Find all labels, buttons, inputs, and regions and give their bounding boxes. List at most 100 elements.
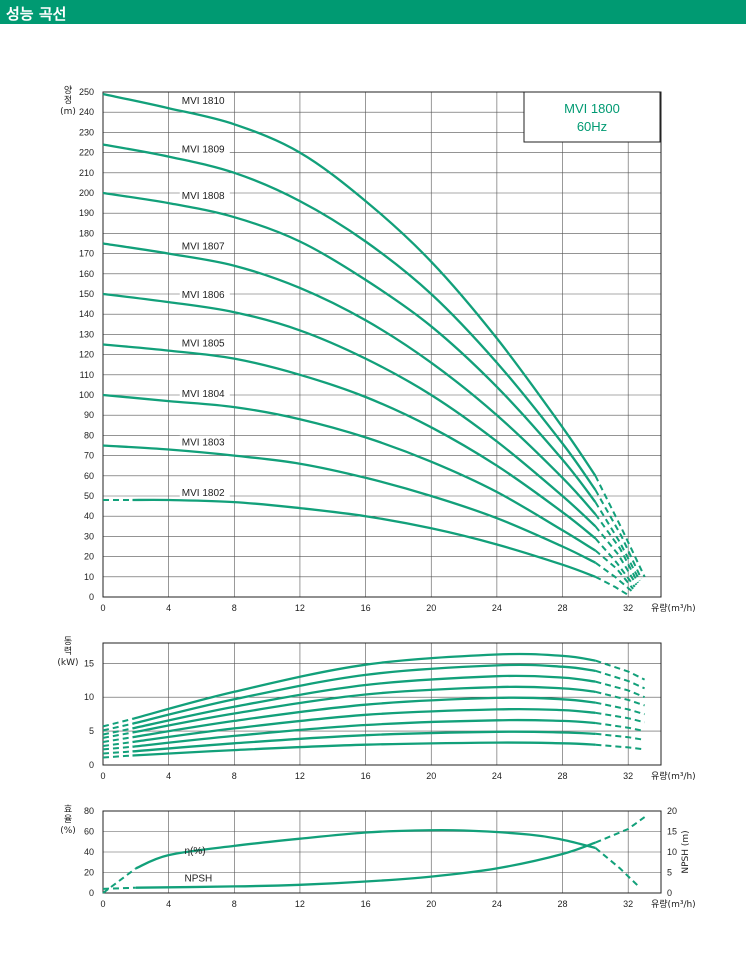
x-tick-label: 24	[492, 899, 502, 909]
y-tick-label: 130	[79, 329, 94, 339]
npsh-label: NPSH	[184, 874, 212, 885]
series-7-line	[102, 393, 596, 552]
chart-title-box	[523, 91, 661, 143]
series-label-bg	[179, 94, 230, 107]
y-tick-label: 90	[84, 410, 94, 420]
y-axis-unit: (m)	[60, 107, 76, 117]
series-1-dashed-end	[595, 659, 646, 681]
plot-frame	[102, 642, 662, 766]
series-6-line	[102, 343, 597, 540]
y-tick-label: 220	[79, 148, 94, 158]
efficiency-label: η(%)	[184, 846, 205, 857]
series-label-bg	[179, 288, 230, 301]
x-tick-label: 16	[361, 603, 371, 613]
efficiency-curve-dashed-end	[594, 847, 639, 887]
y-tick-label: 100	[79, 390, 94, 400]
series-5-dashed-start	[594, 525, 638, 586]
series-9-dashed-start	[102, 754, 133, 759]
y-axis-unit: (kW)	[57, 658, 78, 668]
y-tick-label: 80	[84, 806, 94, 816]
series-9-line	[132, 741, 596, 757]
y-tick-label: 30	[84, 531, 94, 541]
series-label-bg	[179, 239, 230, 252]
x-tick-label: 32	[623, 899, 633, 909]
series-5-line	[132, 696, 596, 739]
y-tick-label: 150	[79, 289, 94, 299]
x-tick-label: 12	[295, 603, 305, 613]
page-title: 성능 곡선	[6, 5, 67, 23]
y-tick-label: 110	[80, 370, 94, 380]
series-8-dashed-end	[595, 732, 645, 741]
series-label-bg	[179, 189, 230, 202]
series-3-line	[102, 191, 597, 503]
y-tick-label: 190	[79, 208, 94, 218]
x-tick-label: 32	[623, 771, 633, 781]
series-7-dashed-start	[594, 549, 634, 590]
x-tick-label: 0	[100, 603, 105, 613]
x-tick-label: 8	[232, 899, 237, 909]
y-tick-label: 60	[84, 471, 94, 481]
series-3-line	[132, 674, 596, 730]
page-header: 성능 곡선	[0, 0, 746, 24]
y-tick-label: 50	[84, 491, 94, 501]
series-label: MVI 1805	[182, 339, 225, 350]
series-7-dashed-end	[595, 722, 645, 733]
y-tick-label: 15	[84, 658, 94, 668]
y-tick-label: 180	[79, 228, 94, 238]
y-tick-label: 20	[84, 552, 94, 562]
series-label: MVI 1809	[182, 145, 225, 156]
series-label: MVI 1804	[182, 389, 225, 400]
chart-subtitle: 60Hz	[577, 119, 607, 134]
x-tick-label: 28	[558, 771, 568, 781]
x-tick-label: 28	[558, 899, 568, 909]
efficiency-curve-line	[135, 828, 596, 870]
y-tick-label: 170	[79, 249, 94, 259]
y-tick-label: 230	[79, 127, 94, 137]
y-tick-label: 0	[89, 888, 94, 898]
series-5-line	[102, 292, 597, 528]
series-4-dashed-start	[594, 513, 639, 584]
series-label-bg	[179, 435, 230, 448]
y-tick-label: 80	[84, 430, 94, 440]
y-tick-label: 40	[84, 847, 94, 857]
series-label-bg	[179, 336, 230, 349]
x-axis-label: 유량(m³/h)	[651, 602, 696, 614]
y-tick-label: 40	[84, 511, 94, 521]
npsh-curve-dashed-end	[595, 816, 646, 844]
series-label: MVI 1807	[182, 242, 225, 253]
series-9-dashed-end	[595, 743, 645, 751]
x-tick-label: 28	[558, 603, 568, 613]
series-label-bg	[179, 142, 230, 155]
x-tick-label: 20	[426, 771, 436, 781]
series-5-dashed-end	[595, 701, 645, 716]
y2-axis-label: NPSH (m)	[681, 830, 691, 873]
x-tick-label: 20	[426, 603, 436, 613]
x-tick-label: 4	[166, 771, 171, 781]
y2-tick-label: 5	[667, 868, 672, 878]
series-7-line	[132, 718, 596, 748]
x-tick-label: 0	[100, 899, 105, 909]
x-axis-label: 유량(m³/h)	[651, 898, 696, 910]
x-tick-label: 4	[166, 899, 171, 909]
x-tick-label: 16	[361, 771, 371, 781]
x-tick-label: 8	[232, 771, 237, 781]
series-3-dashed-end	[595, 680, 645, 699]
series-4-line	[132, 685, 596, 734]
series-6-dashed-start	[102, 741, 133, 747]
series-1-dashed-start	[594, 475, 646, 578]
y-tick-label: 5	[89, 726, 94, 736]
series-8-line	[132, 730, 596, 753]
y-tick-label: 0	[89, 592, 94, 602]
series-3-dashed-start	[594, 501, 641, 582]
y-tick-label: 60	[84, 827, 94, 837]
x-tick-label: 0	[100, 771, 105, 781]
series-label-bg	[179, 486, 230, 499]
series-6-dashed-start	[594, 537, 636, 588]
x-tick-label: 20	[426, 899, 436, 909]
x-tick-label: 32	[623, 603, 633, 613]
series-2-dashed-end	[595, 669, 646, 690]
series-1-line	[102, 92, 597, 477]
x-tick-label: 16	[361, 899, 371, 909]
y2-tick-label: 10	[667, 847, 677, 857]
